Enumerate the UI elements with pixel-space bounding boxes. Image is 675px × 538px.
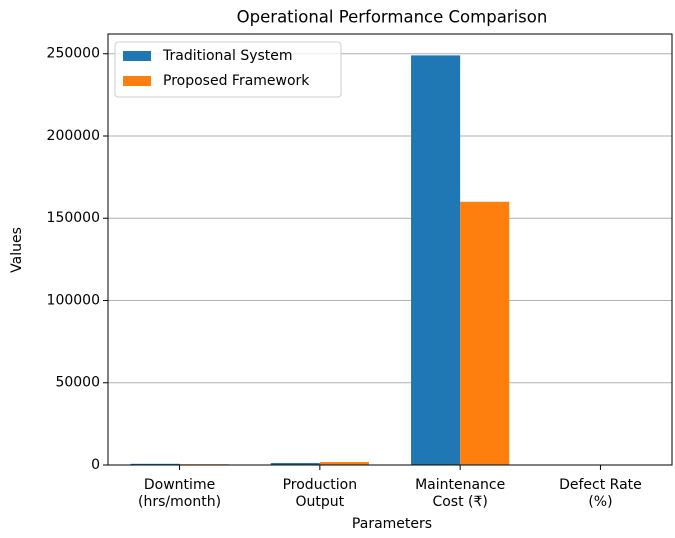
y-tick-label: 150000 [47,210,100,226]
legend-swatch [123,51,151,61]
x-tick-label-line: Output [296,494,345,510]
x-tick-label-line: Defect Rate [559,477,642,493]
y-tick-label: 0 [91,457,100,473]
legend-swatch [123,76,151,86]
x-tick-label-line: Production [283,477,357,493]
x-tick-label-line: Downtime [144,477,215,493]
x-tick-label: Defect Rate(%) [559,477,642,510]
bar [411,55,460,465]
y-tick-label: 100000 [47,292,100,308]
plot-frame [108,34,672,465]
x-tick-label-line: Maintenance [415,477,505,493]
x-tick-label-line: (hrs/month) [138,494,221,510]
x-tick-label-line: Cost (₹) [432,494,487,510]
chart-title: Operational Performance Comparison [237,8,548,27]
bar [460,202,509,465]
legend-label: Traditional System [162,48,293,64]
legend-label: Proposed Framework [163,73,310,89]
y-tick-label: 50000 [55,375,100,391]
y-tick-label: 250000 [47,46,100,62]
x-tick-label-line: (%) [588,494,612,510]
x-axis-label: Parameters [352,516,432,532]
y-tick-label: 200000 [47,128,100,144]
y-axis-label: Values [9,227,25,273]
x-tick-label: Downtime(hrs/month) [138,477,221,510]
